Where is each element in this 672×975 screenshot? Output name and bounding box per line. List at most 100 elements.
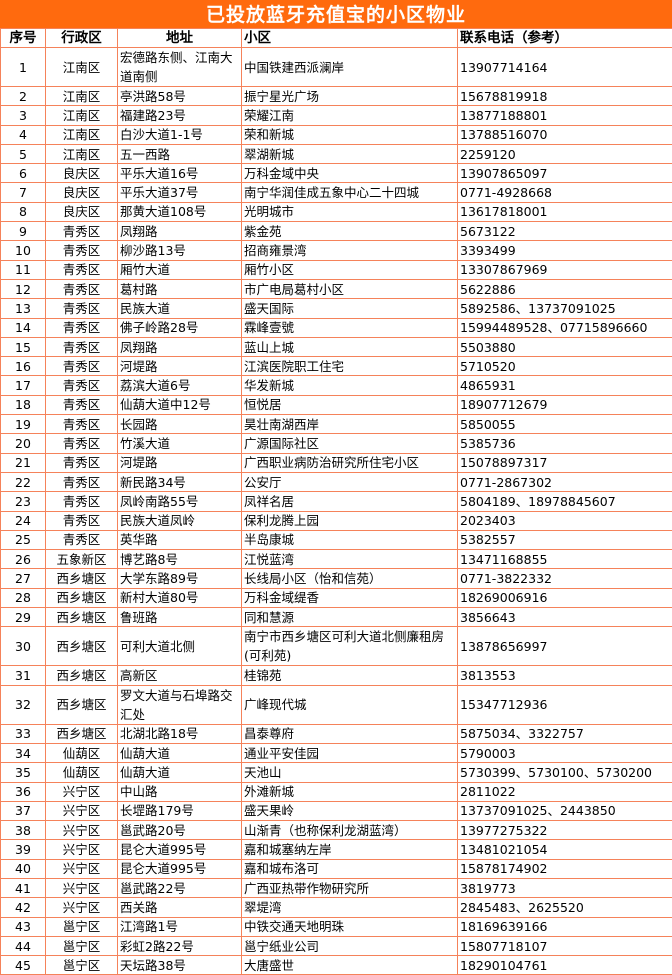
cell-index: 9: [0, 221, 46, 242]
cell-community: 大唐盛世: [241, 955, 458, 975]
table-row: 32 西乡塘区 罗文大道与石埠路交汇处 广峰现代城 15347712936: [0, 684, 672, 725]
cell-index: 27: [0, 568, 46, 589]
cell-community: 紫金苑: [241, 221, 458, 242]
cell-community: 市广电局葛村小区: [241, 278, 458, 300]
cell-district: 兴宁区: [45, 800, 118, 822]
cell-index: 20: [0, 433, 46, 454]
table-row: 39 兴宁区 昆仑大道995号 嘉和城塞纳左岸 13481021054: [0, 839, 672, 860]
table-row: 15 青秀区 凤翔路 蓝山上城 5503880: [0, 336, 672, 358]
cell-phone: 15678819918: [457, 85, 672, 107]
cell-phone: 4865931: [457, 375, 672, 396]
table-row: 38 兴宁区 邕武路20号 山渐青（也称保利龙湖蓝湾） 13977275322: [0, 820, 672, 841]
header-address: 地址: [117, 28, 242, 48]
cell-community: 光明城市: [241, 201, 458, 223]
cell-phone: 5710520: [457, 356, 672, 377]
cell-community: 半岛康城: [241, 529, 458, 551]
cell-district: 兴宁区: [45, 897, 118, 918]
cell-index: 26: [0, 549, 46, 570]
cell-address: 荔滨大道6号: [117, 375, 242, 396]
cell-address: 新民路34号: [117, 471, 242, 493]
cell-district: 青秀区: [45, 375, 118, 396]
cell-address: 博艺路8号: [117, 549, 242, 570]
table-row: 22 青秀区 新民路34号 公安厅 0771-2867302: [0, 471, 672, 493]
table-row: 16 青秀区 河堤路 江滨医院职工住宅 5710520: [0, 356, 672, 377]
table-row: 31 西乡塘区 高新区 桂锦苑 3813553: [0, 665, 672, 686]
cell-phone: 0771-4928668: [457, 182, 672, 203]
cell-index: 23: [0, 491, 46, 512]
cell-index: 15: [0, 336, 46, 358]
cell-address: 平乐大道16号: [117, 163, 242, 184]
cell-district: 青秀区: [45, 221, 118, 242]
cell-index: 12: [0, 278, 46, 300]
table-row: 34 仙葫区 仙葫大道 通业平安佳园 5790003: [0, 742, 672, 764]
table-row: 28 西乡塘区 新村大道80号 万科金域缇香 18269006916: [0, 587, 672, 609]
cell-phone: 2023403: [457, 510, 672, 531]
cell-index: 24: [0, 510, 46, 531]
cell-phone: 0771-2867302: [457, 471, 672, 493]
cell-index: 38: [0, 820, 46, 841]
cell-district: 青秀区: [45, 394, 118, 416]
header-community: 小区: [241, 28, 458, 48]
table-row: 19 青秀区 长园路 昊壮南湖西岸 5850055: [0, 414, 672, 435]
cell-district: 良庆区: [45, 201, 118, 223]
cell-phone: 13617818001: [457, 201, 672, 223]
cell-phone: 3856643: [457, 607, 672, 628]
table-row: 12 青秀区 葛村路 市广电局葛村小区 5622886: [0, 278, 672, 300]
table-row: 13 青秀区 民族大道 盛天国际 5892586、13737091025: [0, 298, 672, 319]
cell-district: 青秀区: [45, 529, 118, 551]
cell-community: 盛天果岭: [241, 800, 458, 822]
cell-phone: 13878656997: [457, 626, 672, 667]
cell-community: 招商雍景湾: [241, 240, 458, 261]
cell-address: 英华路: [117, 529, 242, 551]
cell-address: 五一西路: [117, 143, 242, 165]
cell-community: 翠堤湾: [241, 897, 458, 918]
cell-phone: 13481021054: [457, 839, 672, 860]
cell-community: 万科金域缇香: [241, 587, 458, 609]
cell-phone: 2845483、2625520: [457, 897, 672, 918]
cell-district: 青秀区: [45, 510, 118, 531]
cell-index: 13: [0, 298, 46, 319]
table-row: 25 青秀区 英华路 半岛康城 5382557: [0, 529, 672, 551]
cell-community: 荣耀江南: [241, 105, 458, 126]
table-row: 44 邕宁区 彩虹2路22号 邕宁纸业公司 15807718107: [0, 935, 672, 957]
table-row: 23 青秀区 凤岭南路55号 凤祥名居 5804189、18978845607: [0, 491, 672, 512]
cell-index: 28: [0, 587, 46, 609]
cell-index: 8: [0, 201, 46, 223]
cell-address: 可利大道北侧: [117, 626, 242, 667]
cell-phone: 5503880: [457, 336, 672, 358]
cell-community: 荣和新城: [241, 124, 458, 145]
cell-district: 青秀区: [45, 471, 118, 493]
header-row: 序号 行政区 地址 小区 联系电话（参考）: [0, 28, 672, 48]
cell-phone: 13977275322: [457, 820, 672, 841]
cell-address: 大学东路89号: [117, 568, 242, 589]
cell-phone: 5622886: [457, 278, 672, 300]
cell-address: 凤翔路: [117, 221, 242, 242]
cell-phone: 5804189、18978845607: [457, 491, 672, 512]
cell-district: 良庆区: [45, 163, 118, 184]
cell-district: 西乡塘区: [45, 568, 118, 589]
cell-address: 河堤路: [117, 452, 242, 473]
cell-community: 广西职业病防治研究所住宅小区: [241, 452, 458, 473]
cell-community: 公安厅: [241, 471, 458, 493]
cell-index: 33: [0, 723, 46, 744]
table-row: 3 江南区 福建路23号 荣耀江南 13877188801: [0, 105, 672, 126]
cell-community: 嘉和城塞纳左岸: [241, 839, 458, 860]
cell-district: 江南区: [45, 47, 118, 87]
cell-index: 18: [0, 394, 46, 416]
cell-district: 兴宁区: [45, 877, 118, 899]
cell-index: 1: [0, 47, 46, 87]
cell-community: 厢竹小区: [241, 259, 458, 280]
cell-index: 11: [0, 259, 46, 280]
cell-community: 天池山: [241, 762, 458, 783]
cell-address: 厢竹大道: [117, 259, 242, 280]
cell-phone: 5850055: [457, 414, 672, 435]
cell-index: 25: [0, 529, 46, 551]
cell-phone: 13788516070: [457, 124, 672, 145]
cell-index: 4: [0, 124, 46, 145]
cell-community: 翠湖新城: [241, 143, 458, 165]
cell-address: 竹溪大道: [117, 433, 242, 454]
table-row: 10 青秀区 柳沙路13号 招商雍景湾 3393499: [0, 240, 672, 261]
cell-index: 40: [0, 858, 46, 879]
cell-address: 中山路: [117, 781, 242, 802]
cell-community: 华发新城: [241, 375, 458, 396]
